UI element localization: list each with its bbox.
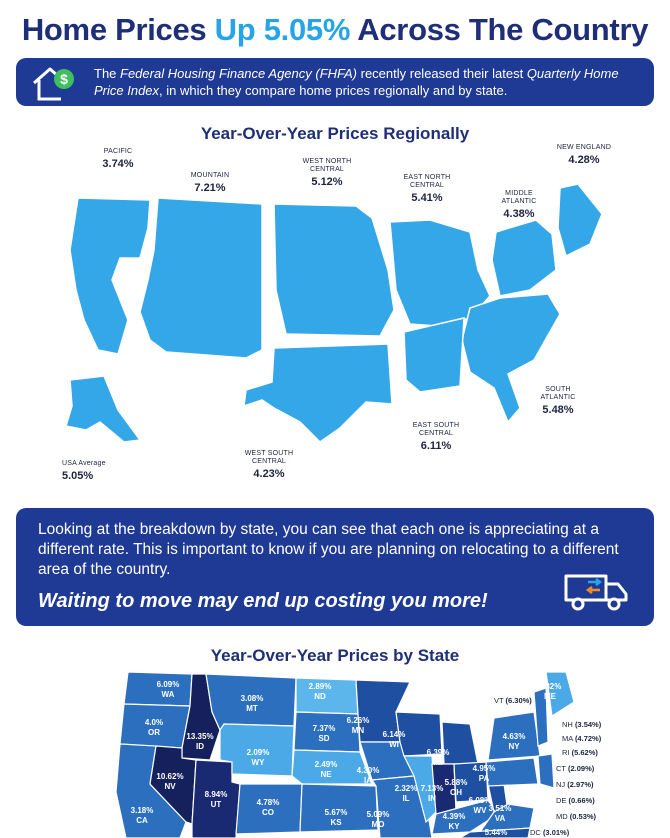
state-map: 6.09% WA 4.0% OR 3.18% CA 13.35% ID 10.62% NV…: [0, 671, 670, 838]
state-me: 5.82% ME: [538, 682, 562, 701]
state-va: 3.51% VA: [488, 804, 512, 823]
state-nc: 5.44%: [484, 828, 508, 837]
mountain-region: [139, 197, 263, 359]
region-value: 5.48%: [542, 404, 574, 416]
northeast-label-nj: NJ (2.97%): [556, 780, 594, 789]
region-label-mountain: MOUNTAIN 7.21%: [178, 172, 242, 194]
south-atlantic-region: [461, 293, 561, 424]
northeast-label-vt: VT (6.30%): [494, 696, 532, 705]
east-south-central-region: [403, 317, 465, 393]
svg-text:$: $: [60, 71, 68, 87]
state-wa: 6.09% WA: [156, 680, 180, 699]
state-wy: 2.09% WY: [246, 748, 270, 767]
state-ne: 2.49% NE: [314, 760, 338, 779]
region-label-west-north-central: WEST NORTH CENTRAL 5.12%: [296, 158, 358, 188]
northeast-label-nh: NH (3.54%): [562, 720, 602, 729]
middle-atlantic-region: [491, 219, 557, 297]
region-value: 4.28%: [568, 154, 600, 166]
northeast-label-ct: CT (2.09%): [556, 764, 595, 773]
northeast-label-ma: MA (4.72%): [562, 734, 602, 743]
state-ia: 4.30% IA: [356, 766, 380, 785]
usa-average-value: 5.05%: [62, 470, 94, 482]
state-oh: 5.88% OH: [444, 778, 468, 797]
region-label-middle-atlantic: MIDDLE ATLANTIC 4.38%: [490, 190, 548, 220]
state-title: Year-Over-Year Prices by State: [210, 646, 460, 665]
pacific-region: [69, 197, 151, 355]
state-co: 4.78% CO: [256, 798, 280, 817]
title-text-end: Across The Country: [350, 12, 649, 47]
state-wi: 6.14% WI: [382, 730, 406, 749]
intro-banner: $ The Federal Housing Finance Agency (FH…: [16, 58, 654, 106]
region-label-south-atlantic: SOUTH ATLANTIC 5.48%: [530, 386, 586, 416]
state-ky: 4.39% KY: [442, 812, 466, 831]
breakdown-text: Looking at the breakdown by state, you c…: [38, 521, 619, 578]
state-ny: 4.63% NY: [502, 732, 526, 751]
new-england-region: [557, 183, 603, 258]
west-south-central-region: [243, 343, 393, 443]
state-wv: 6.08% WV: [468, 796, 492, 815]
northeast-label-ri: RI (5.62%): [562, 748, 598, 757]
west-north-central-region: [273, 203, 395, 337]
state-mt: 3.08% MT: [240, 694, 264, 713]
northeast-label-dc: DC (3.01%): [530, 828, 570, 837]
breakdown-cta: Waiting to move may end up costing you m…: [38, 590, 488, 612]
regional-title: Year-Over-Year Prices Regionally: [200, 124, 470, 143]
report-name: Quarterly Home Price Index: [94, 66, 619, 98]
region-value: 7.21%: [194, 182, 226, 194]
region-value: 4.38%: [503, 208, 535, 220]
state-map-shapes: [115, 671, 575, 838]
region-label-east-north-central: EAST NORTH CENTRAL 5.41%: [396, 174, 458, 204]
state-id: 13.35% ID: [186, 732, 214, 751]
state-il: 2.32% IL: [394, 784, 418, 803]
state-ks: 5.67% KS: [324, 808, 348, 827]
northeast-label-de: DE (0.66%): [556, 796, 595, 805]
region-value: 4.23%: [253, 468, 285, 480]
region-value: 3.74%: [102, 158, 134, 170]
state-sd: 7.37% SD: [312, 724, 336, 743]
breakdown-banner: Looking at the breakdown by state, you c…: [16, 508, 654, 626]
region-value: 6.11%: [420, 440, 452, 452]
state-or: 4.0% OR: [144, 718, 164, 737]
title-accent: Up 5.05%: [214, 12, 351, 47]
title-text: Home Prices: [21, 12, 215, 47]
moving-van-icon: [564, 574, 628, 611]
region-label-west-south-central: WEST SOUTH CENTRAL 4.23%: [238, 450, 300, 480]
state-mo: 5.09% MO: [366, 810, 390, 829]
state-nv: 10.62% NV: [156, 772, 184, 791]
state-mi: 6.39% MI: [426, 748, 450, 767]
state-ca: 3.18% CA: [130, 806, 154, 825]
northeast-label-md: MD (0.53%): [556, 812, 597, 821]
intro-text: The Federal Housing Finance Agency (FHFA…: [94, 66, 619, 98]
regional-map: PACIFIC 3.74% MOUNTAIN 7.21% WEST NORTH …: [0, 140, 670, 500]
region-label-usa-average: USA Average 5.05%: [62, 460, 124, 482]
agency-name: Federal Housing Finance Agency (FHFA): [120, 66, 357, 81]
page-title: Home Prices Up 5.05% Across The Country: [0, 12, 670, 48]
state-pa: 4.95% PA: [472, 764, 496, 783]
region-label-pacific: PACIFIC 3.74%: [88, 148, 148, 170]
region-label-east-south-central: EAST SOUTH CENTRAL 6.11%: [406, 422, 466, 452]
state-nd: 2.89% ND: [308, 682, 332, 701]
state-mn: 6.26% MN: [346, 716, 370, 735]
regional-map-shapes: [65, 183, 603, 443]
house-dollar-icon: $: [33, 67, 74, 101]
state-in: 7.13% IN: [420, 784, 444, 803]
region-value: 5.12%: [311, 176, 343, 188]
state-ut: 8.94% UT: [204, 790, 228, 809]
alaska-region: [65, 375, 142, 443]
region-value: 5.41%: [411, 192, 443, 204]
region-label-new-england: NEW ENGLAND 4.28%: [556, 144, 612, 166]
